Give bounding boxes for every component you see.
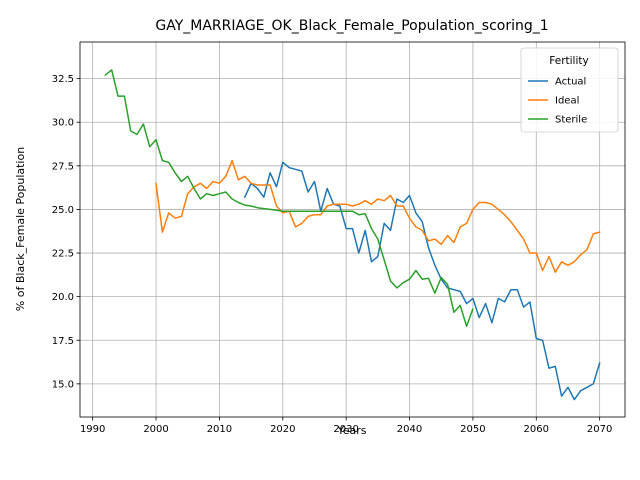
x-tick-label: 2060 <box>524 424 549 435</box>
y-tick-label: 17.5 <box>52 336 74 347</box>
x-tick-label: 2010 <box>207 424 232 435</box>
x-axis-label: Years <box>336 424 366 437</box>
x-tick-label: 2050 <box>460 424 485 435</box>
x-tick-label: 2020 <box>270 424 295 435</box>
chart-title: GAY_MARRIAGE_OK_Black_Female_Population_… <box>155 18 548 34</box>
legend-label-ideal: Ideal <box>555 96 579 107</box>
x-tick-label: 1990 <box>80 424 105 435</box>
y-tick-label: 25.0 <box>52 205 74 216</box>
legend-title: Fertility <box>549 55 588 67</box>
y-tick-label: 27.5 <box>52 161 74 172</box>
y-tick-label: 15.0 <box>52 379 74 390</box>
x-tick-label: 2040 <box>397 424 422 435</box>
legend: Fertility Actual Ideal Sterile <box>521 48 618 132</box>
y-tick-label: 22.5 <box>52 249 74 260</box>
y-axis-label: % of Black_Female Population <box>14 147 27 311</box>
x-tick-label: 2000 <box>143 424 168 435</box>
y-tick-label: 32.5 <box>52 74 74 85</box>
x-tick-label: 2070 <box>587 424 612 435</box>
y-tick-label: 20.0 <box>52 292 74 303</box>
legend-label-sterile: Sterile <box>555 115 587 126</box>
y-tick-label: 30.0 <box>52 118 74 129</box>
legend-label-actual: Actual <box>555 77 586 88</box>
